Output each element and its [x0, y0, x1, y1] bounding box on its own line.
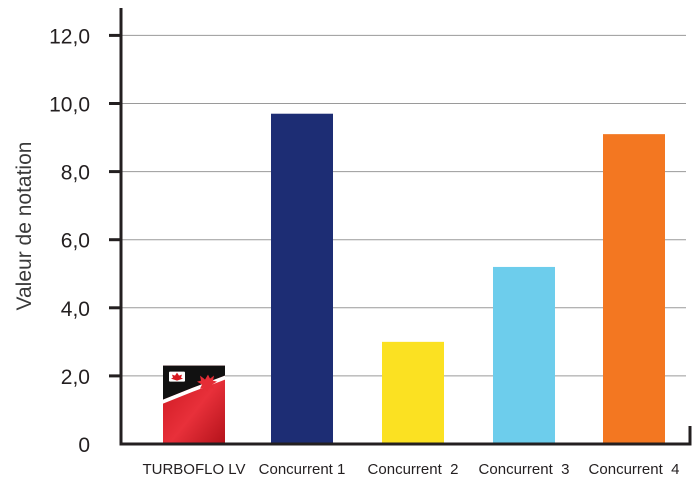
gridlines [121, 34, 686, 377]
x-axis-line [119, 426, 692, 446]
y-tick-label: 10,0 [49, 94, 90, 117]
bar-turboflo-lv [163, 365, 225, 444]
x-category-label: Concurrent 3 [479, 461, 570, 478]
y-tick-label: 8,0 [61, 162, 90, 185]
bar-concurrent-3 [493, 266, 555, 444]
x-category-label: Concurrent 2 [368, 461, 459, 478]
y-tick-label: 2,0 [61, 366, 90, 389]
bars [163, 113, 665, 444]
y-axis-ticks: 0 2,0 4,0 6,0 8,0 10,0 12,0 [49, 25, 121, 457]
x-category-label: TURBOFLO LV [142, 461, 245, 478]
x-category-label: Concurrent 4 [589, 461, 680, 478]
bar-concurrent-1 [271, 113, 333, 444]
y-tick-label: 12,0 [49, 25, 90, 48]
y-tick-label: 4,0 [61, 298, 90, 321]
y-tick-label: 0 [78, 434, 90, 457]
petro-canada-logo-icon [169, 371, 217, 392]
y-tick-label: 6,0 [61, 230, 90, 253]
bar-concurrent-4 [603, 134, 665, 444]
y-axis-title: Valeur de notation [13, 142, 36, 311]
bar-concurrent-2 [382, 341, 444, 444]
x-axis-labels: TURBOFLO LV Concurrent 1 Concurrent 2 Concu… [142, 461, 679, 478]
x-category-label: Concurrent 1 [259, 461, 346, 478]
